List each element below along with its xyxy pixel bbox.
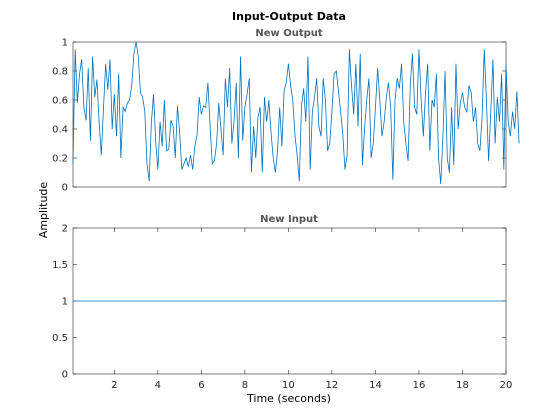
y-tick-label: 1 (62, 38, 68, 49)
figure-title: Input-Output Data (232, 10, 346, 23)
input-axes-title: New Input (260, 214, 318, 225)
y-tick-label: 1 (62, 297, 68, 308)
y-axis-label: Amplitude (37, 182, 50, 239)
x-tick-label: 18 (456, 380, 469, 391)
y-tick-label: 2 (62, 224, 68, 235)
x-tick-label: 12 (326, 380, 339, 391)
y-tick-label: 1.5 (52, 260, 68, 271)
y-tick-label: 0.5 (52, 333, 68, 344)
output-series-line (72, 41, 520, 185)
x-tick-label: 4 (155, 380, 161, 391)
y-tick-label: 0 (62, 183, 68, 194)
x-tick-label: 2 (111, 380, 117, 391)
y-tick-label: 0.4 (52, 125, 68, 136)
x-tick-label: 14 (369, 380, 382, 391)
x-tick-label: 6 (198, 380, 204, 391)
input-axes: New Input 0 0.5 1 1.5 2 2 4 6 8 10 12 14 16 18 20 (52, 214, 512, 391)
x-tick-label: 10 (282, 380, 295, 391)
x-tick-label: 20 (500, 380, 513, 391)
y-tick-label: 0 (62, 370, 68, 381)
x-axis-label: Time (seconds) (246, 392, 331, 405)
x-tick-label: 16 (413, 380, 426, 391)
x-tick-label: 8 (242, 380, 248, 391)
y-tick-label: 0.2 (52, 154, 68, 165)
output-axes: New Output 0 0.2 0.4 0.6 0.8 1 (52, 28, 520, 194)
y-tick-label: 0.6 (52, 96, 68, 107)
y-tick-label: 0.8 (52, 67, 68, 78)
output-axes-title: New Output (255, 28, 323, 39)
output-plot-frame (72, 41, 507, 188)
